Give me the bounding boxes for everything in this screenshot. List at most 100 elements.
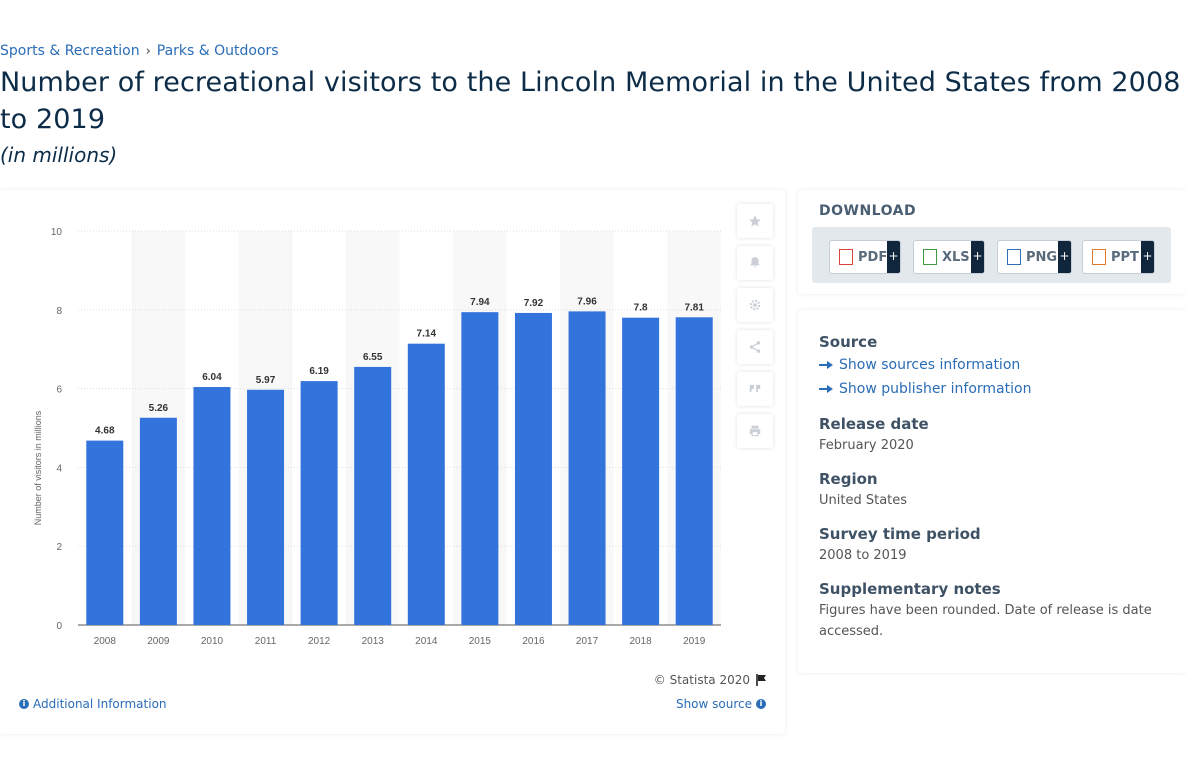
- x-tick-label: 2011: [255, 636, 277, 647]
- statistic-details: Source Show sources information Show pub…: [798, 310, 1186, 673]
- bar-2013: [354, 366, 392, 625]
- data-label: 5.26: [149, 403, 169, 414]
- download-png-button[interactable]: PNG +: [997, 240, 1072, 274]
- supplementary-notes-heading: Supplementary notes: [819, 580, 1001, 598]
- data-label: 6.19: [309, 366, 329, 377]
- breadcrumb-link-sports-recreation[interactable]: Sports & Recreation: [0, 43, 140, 59]
- download-png-label: PNG: [1026, 249, 1058, 265]
- x-tick-label: 2013: [362, 636, 385, 647]
- x-tick-label: 2012: [308, 636, 331, 647]
- download-title: DOWNLOAD: [819, 203, 917, 219]
- data-label: 4.68: [95, 426, 115, 437]
- png-file-icon: [1007, 249, 1021, 265]
- x-tick-label: 2010: [201, 636, 224, 647]
- download-ppt-button[interactable]: PPT +: [1082, 240, 1155, 274]
- bar-2012: [300, 381, 338, 625]
- bar-2015: [461, 312, 499, 625]
- show-sources-label: Show sources information: [839, 357, 1021, 373]
- x-tick-label: 2019: [683, 636, 706, 647]
- bell-icon: [750, 257, 760, 268]
- chart-toolbar: [737, 204, 773, 456]
- additional-information-label: Additional Information: [33, 697, 167, 711]
- data-label: 7.81: [684, 302, 704, 313]
- notify-button[interactable]: [737, 246, 773, 280]
- y-tick-label: 10: [51, 227, 63, 238]
- x-tick-label: 2018: [630, 636, 653, 647]
- download-panel: DOWNLOAD PDF + XLS + PNG + PPT +: [798, 190, 1186, 294]
- data-label: 5.97: [256, 375, 276, 386]
- page-title: Number of recreational visitors to the L…: [0, 67, 1181, 135]
- settings-button[interactable]: [737, 288, 773, 322]
- arrow-right-icon: [819, 360, 833, 370]
- download-pdf-plus: +: [887, 241, 900, 273]
- data-label: 7.92: [524, 298, 544, 309]
- copyright-text: © Statista 2020: [653, 673, 750, 687]
- download-ppt-label: PPT: [1111, 249, 1139, 265]
- info-icon: i: [756, 699, 766, 709]
- gear-icon: [749, 299, 761, 311]
- bar-2014: [407, 343, 445, 625]
- bar-2019: [675, 317, 713, 625]
- supplementary-notes-value: Figures have been rounded. Date of relea…: [819, 603, 1152, 639]
- bar-2008: [86, 440, 124, 625]
- bar-2010: [193, 387, 231, 625]
- additional-information-link[interactable]: i Additional Information: [19, 697, 167, 711]
- bar-chart: 0 2 4 6 8 10 Number of visitors in millions 4.6…: [33, 227, 721, 647]
- download-png-plus: +: [1058, 241, 1071, 273]
- share-button[interactable]: [737, 330, 773, 364]
- y-axis-label: Number of visitors in millions: [33, 410, 43, 525]
- star-icon: [749, 215, 761, 227]
- show-publisher-link[interactable]: Show publisher information: [819, 381, 1031, 397]
- cite-button[interactable]: [737, 372, 773, 406]
- info-icon: i: [19, 699, 29, 709]
- region-value: United States: [819, 493, 908, 508]
- ppt-file-icon: [1092, 249, 1106, 265]
- flag-icon[interactable]: [756, 674, 767, 686]
- release-date-value: February 2020: [819, 438, 914, 453]
- bar-2017: [568, 311, 606, 625]
- bar-2011: [247, 389, 285, 625]
- y-tick-label: 8: [56, 306, 62, 317]
- show-sources-link[interactable]: Show sources information: [819, 357, 1020, 373]
- download-bar: PDF + XLS + PNG + PPT +: [812, 227, 1171, 283]
- data-label: 7.94: [470, 297, 490, 308]
- download-xls-button[interactable]: XLS +: [913, 240, 985, 274]
- x-tick-label: 2014: [415, 636, 438, 647]
- x-tick-label: 2009: [147, 636, 170, 647]
- x-tick-label: 2016: [522, 636, 545, 647]
- breadcrumb-separator: ›: [145, 43, 151, 59]
- breadcrumb: Sports & Recreation › Parks & Outdoors: [0, 43, 279, 59]
- bar-2016: [514, 312, 552, 625]
- bar-2018: [622, 317, 660, 625]
- copyright: © Statista 2020: [654, 673, 767, 687]
- source-heading: Source: [819, 333, 878, 351]
- breadcrumb-link-parks-outdoors[interactable]: Parks & Outdoors: [156, 43, 279, 59]
- y-tick-label: 6: [56, 385, 62, 396]
- y-tick-label: 4: [56, 463, 62, 474]
- data-label: 7.8: [634, 303, 648, 314]
- chart-card: 0 2 4 6 8 10 Number of visitors in millions 4.6…: [0, 190, 785, 734]
- data-label: 6.55: [363, 352, 383, 363]
- download-xls-plus: +: [971, 241, 984, 273]
- region-heading: Region: [819, 470, 878, 488]
- data-label: 7.96: [577, 296, 597, 307]
- download-pdf-label: PDF: [858, 249, 888, 265]
- bar-2009: [139, 417, 177, 625]
- survey-period-value: 2008 to 2019: [819, 548, 907, 563]
- release-date-heading: Release date: [819, 415, 929, 433]
- x-tick-label: 2015: [469, 636, 492, 647]
- print-button[interactable]: [737, 414, 773, 448]
- arrow-right-icon: [819, 384, 833, 394]
- show-source-link[interactable]: Show source i: [676, 697, 766, 711]
- print-icon: [749, 425, 761, 437]
- x-tick-label: 2017: [576, 636, 599, 647]
- y-tick-label: 2: [56, 542, 62, 553]
- favorite-button[interactable]: [737, 204, 773, 238]
- download-xls-label: XLS: [942, 249, 970, 265]
- show-publisher-label: Show publisher information: [839, 381, 1032, 397]
- download-ppt-plus: +: [1141, 241, 1154, 273]
- y-tick-label: 0: [56, 621, 62, 632]
- pdf-file-icon: [839, 249, 853, 265]
- show-source-label: Show source: [675, 697, 752, 711]
- download-pdf-button[interactable]: PDF +: [829, 240, 901, 274]
